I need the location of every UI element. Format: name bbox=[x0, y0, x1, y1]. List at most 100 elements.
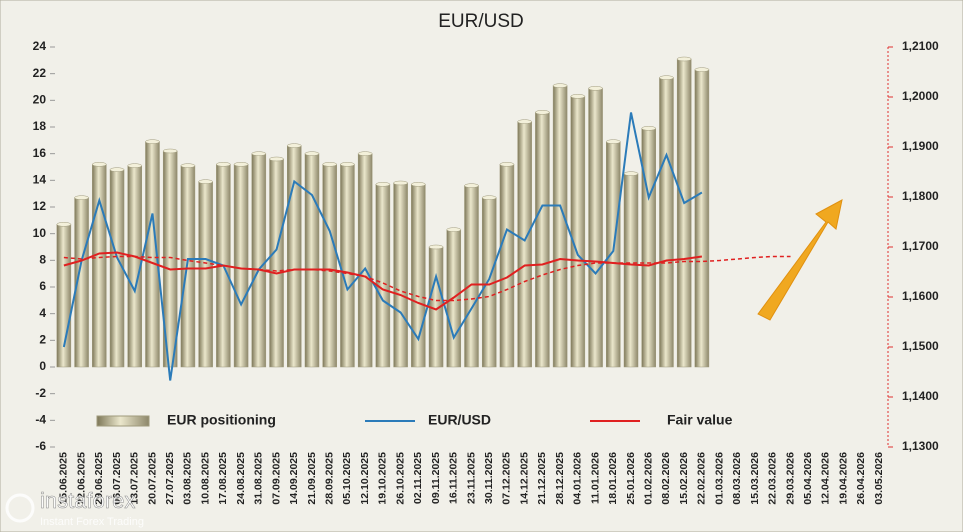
x-tick-label: 01.03.2026 bbox=[713, 452, 725, 505]
x-tick-label: 15.03.2026 bbox=[749, 452, 761, 505]
x-tick-label: 21.12.2025 bbox=[536, 452, 548, 505]
bar-cap bbox=[676, 56, 692, 62]
bar-cap bbox=[287, 143, 302, 148]
bar-cap bbox=[588, 86, 603, 91]
chart-title: EUR/USD bbox=[438, 11, 524, 32]
line bbox=[63, 251, 703, 311]
x-tick-label: 28.12.2025 bbox=[554, 452, 566, 505]
trend-line bbox=[63, 255, 791, 302]
x-tick-label: 26.04.2026 bbox=[855, 452, 867, 505]
x-tick-label: 19.04.2026 bbox=[837, 452, 849, 505]
bar bbox=[322, 164, 337, 368]
bar bbox=[623, 173, 639, 368]
tagline: Instant Forex Trading bbox=[40, 516, 144, 528]
bar bbox=[552, 85, 568, 368]
y2-tick-label: 1,1300 bbox=[902, 439, 939, 453]
y2-tick-label: 1,1800 bbox=[902, 189, 939, 203]
y-tick-label: 22 bbox=[33, 66, 47, 80]
x-tick-label: 13.07.2025 bbox=[129, 452, 141, 505]
y-tick-label: 24 bbox=[33, 39, 47, 53]
bar bbox=[251, 153, 267, 368]
bar-cap bbox=[357, 151, 373, 156]
bar bbox=[92, 164, 107, 368]
y-tick-label: 4 bbox=[39, 306, 46, 320]
bar bbox=[676, 58, 692, 368]
y-tick-label: 14 bbox=[33, 173, 47, 187]
watermark: instaforex Instant Forex Trading bbox=[5, 488, 144, 528]
legend-label: Fair value bbox=[667, 412, 733, 428]
x-tick-label: 18.01.2026 bbox=[607, 452, 619, 505]
bar bbox=[517, 121, 532, 368]
bar-cap bbox=[552, 83, 568, 88]
y-tick-label: -6 bbox=[35, 439, 46, 453]
x-tick-label: 16.11.2025 bbox=[448, 452, 460, 504]
x-tick-label: 02.11.2025 bbox=[412, 452, 424, 504]
bar-cap bbox=[92, 162, 107, 167]
bar-cap bbox=[535, 110, 550, 115]
x-tick-label: 05.10.2025 bbox=[341, 452, 353, 505]
x-tick-label: 15.02.2026 bbox=[678, 452, 690, 505]
x-tick-label: 08.03.2026 bbox=[731, 452, 743, 505]
bar-cap bbox=[499, 162, 515, 167]
logo bbox=[5, 493, 35, 523]
bar-cap bbox=[517, 119, 532, 124]
bar bbox=[464, 185, 479, 368]
bar-cap bbox=[694, 67, 710, 72]
bar bbox=[499, 164, 515, 368]
bar-cap bbox=[74, 195, 89, 200]
bar-cap bbox=[393, 180, 408, 186]
bar bbox=[694, 69, 710, 368]
x-tick-label: 06.07.2025 bbox=[111, 452, 123, 505]
x-tick-label: 09.11.2025 bbox=[430, 452, 442, 504]
legend-label: EUR positioning bbox=[167, 412, 276, 428]
bar-cap bbox=[127, 163, 143, 168]
bar-cap bbox=[233, 162, 249, 167]
bar-cap bbox=[606, 139, 621, 144]
bar-cap bbox=[145, 139, 160, 144]
bar bbox=[357, 153, 373, 368]
bar-cap bbox=[464, 183, 479, 188]
bar bbox=[304, 153, 320, 368]
x-tick-label: 14.09.2025 bbox=[288, 452, 300, 505]
x-tick-label: 27.07.2025 bbox=[164, 452, 176, 505]
bar bbox=[588, 88, 603, 368]
x-tick-label: 07.12.2025 bbox=[501, 452, 513, 505]
x-tick-label: 23.11.2025 bbox=[465, 452, 477, 504]
bar bbox=[233, 164, 249, 368]
bar bbox=[641, 128, 656, 368]
y-tick-label: 6 bbox=[39, 279, 46, 293]
x-tick-label: 28.09.2025 bbox=[323, 452, 335, 505]
x-tick-label: 30.11.2025 bbox=[483, 452, 495, 504]
x-tick-label: 22.06.2025 bbox=[75, 452, 87, 505]
x-tick-label: 26.10.2025 bbox=[394, 452, 406, 505]
brand: instaforex bbox=[40, 488, 135, 513]
bar-cap bbox=[481, 195, 497, 200]
y2-tick-label: 1,1400 bbox=[902, 389, 939, 403]
bar-cap bbox=[198, 179, 213, 184]
y2-tick-label: 1,1600 bbox=[902, 289, 939, 303]
x-tick-label: 12.04.2026 bbox=[820, 452, 832, 505]
bar bbox=[659, 77, 674, 368]
bar bbox=[340, 164, 355, 368]
bar-cap bbox=[322, 162, 337, 167]
bar-cap bbox=[56, 222, 72, 227]
trend-arrow bbox=[757, 199, 843, 321]
bar bbox=[180, 165, 196, 368]
x-tick-label: 12.10.2025 bbox=[359, 452, 371, 505]
bar-cap bbox=[641, 126, 656, 131]
bar-cap bbox=[304, 151, 320, 156]
x-tick-label: 05.04.2026 bbox=[802, 452, 814, 505]
x-tick-label: 03.08.2025 bbox=[182, 452, 194, 505]
bar-cap bbox=[340, 162, 355, 167]
x-tick-label: 01.02.2026 bbox=[643, 452, 655, 505]
y-tick-label: 2 bbox=[39, 333, 46, 347]
bar-cap bbox=[269, 156, 284, 162]
y-tick-label: 10 bbox=[33, 226, 47, 240]
y-tick-label: -2 bbox=[35, 386, 46, 400]
bar-cap bbox=[428, 244, 444, 250]
y-tick-label: 12 bbox=[33, 199, 47, 213]
bar-cap bbox=[216, 162, 231, 167]
bar-cap bbox=[109, 167, 125, 172]
